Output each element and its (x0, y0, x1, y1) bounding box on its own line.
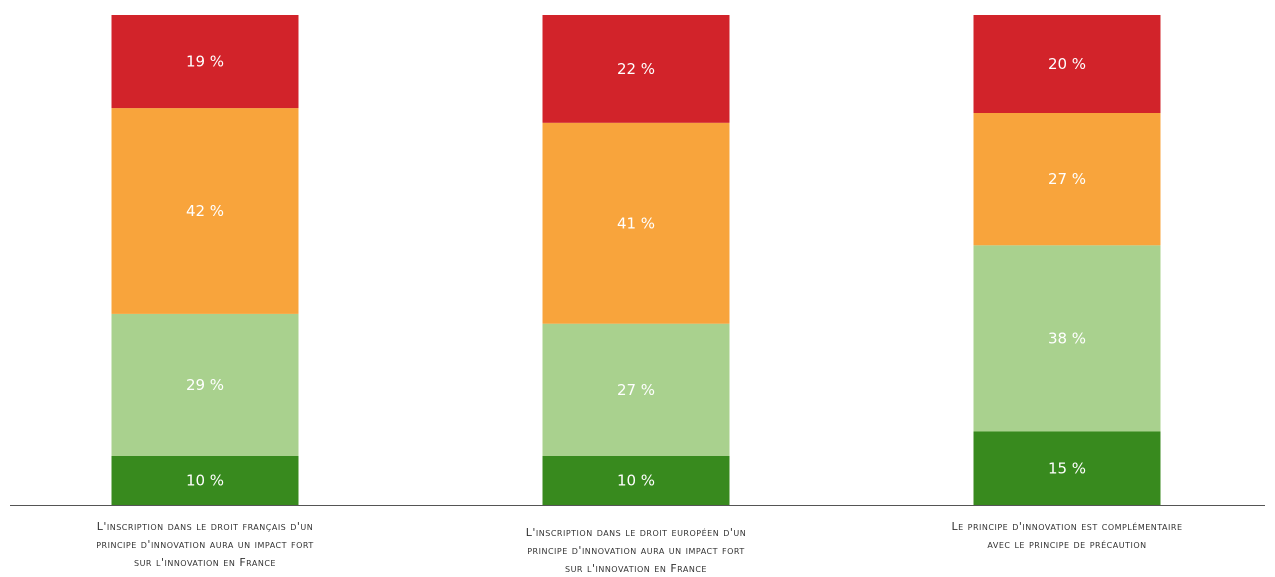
bar-segment-2-1 (973, 245, 1161, 432)
data-label-1-1: 27 % (617, 381, 655, 399)
category-label-1-line-1: principe d'innovation aura un impact for… (527, 544, 745, 557)
category-label-0-line-0: L'inscription dans le droit français d'u… (97, 520, 314, 533)
data-label-2-3: 20 % (1048, 55, 1086, 73)
bar-segment-0-1 (111, 313, 299, 456)
data-label-2-2: 27 % (1048, 170, 1086, 188)
bar-segment-2-0 (973, 431, 1161, 505)
bar-segment-2-2 (973, 113, 1161, 246)
data-label-0-1: 29 % (186, 376, 224, 394)
data-label-1-2: 41 % (617, 214, 655, 232)
bar-segment-0-3 (111, 15, 299, 109)
data-label-1-3: 22 % (617, 60, 655, 78)
data-label-0-0: 10 % (186, 472, 224, 490)
bars-group: 10 % 29 % 42 % 19 % 10 % 27 % 41 % 22 % 15 % 38 %… (111, 15, 1161, 505)
category-label-1-line-0: L'inscription dans le droit européen d'u… (526, 526, 746, 539)
category-label-2-line-0: Le principe d'innovation est complémenta… (951, 520, 1182, 533)
bar-segment-1-3 (542, 15, 730, 123)
data-label-1-0: 10 % (617, 472, 655, 490)
bar-segment-1-1 (542, 323, 730, 456)
category-label-2-line-1: avec le principe de précaution (987, 538, 1146, 551)
category-label-0-line-2: sur l'innovation en France (134, 556, 276, 569)
data-label-0-2: 42 % (186, 202, 224, 220)
category-labels: L'inscription dans le droit français d'u… (96, 520, 1182, 575)
bar-segment-0-2 (111, 108, 299, 314)
bar-segment-1-0 (542, 456, 730, 505)
bar-segment-2-3 (973, 15, 1161, 113)
data-label-2-0: 15 % (1048, 459, 1086, 477)
bar-segment-0-0 (111, 456, 299, 505)
bar-segment-1-2 (542, 122, 730, 324)
data-label-0-3: 19 % (186, 53, 224, 71)
category-label-1-line-2: sur l'innovation en France (565, 562, 707, 575)
category-label-0-line-1: principe d'innovation aura un impact for… (96, 538, 314, 551)
data-label-2-1: 38 % (1048, 329, 1086, 347)
